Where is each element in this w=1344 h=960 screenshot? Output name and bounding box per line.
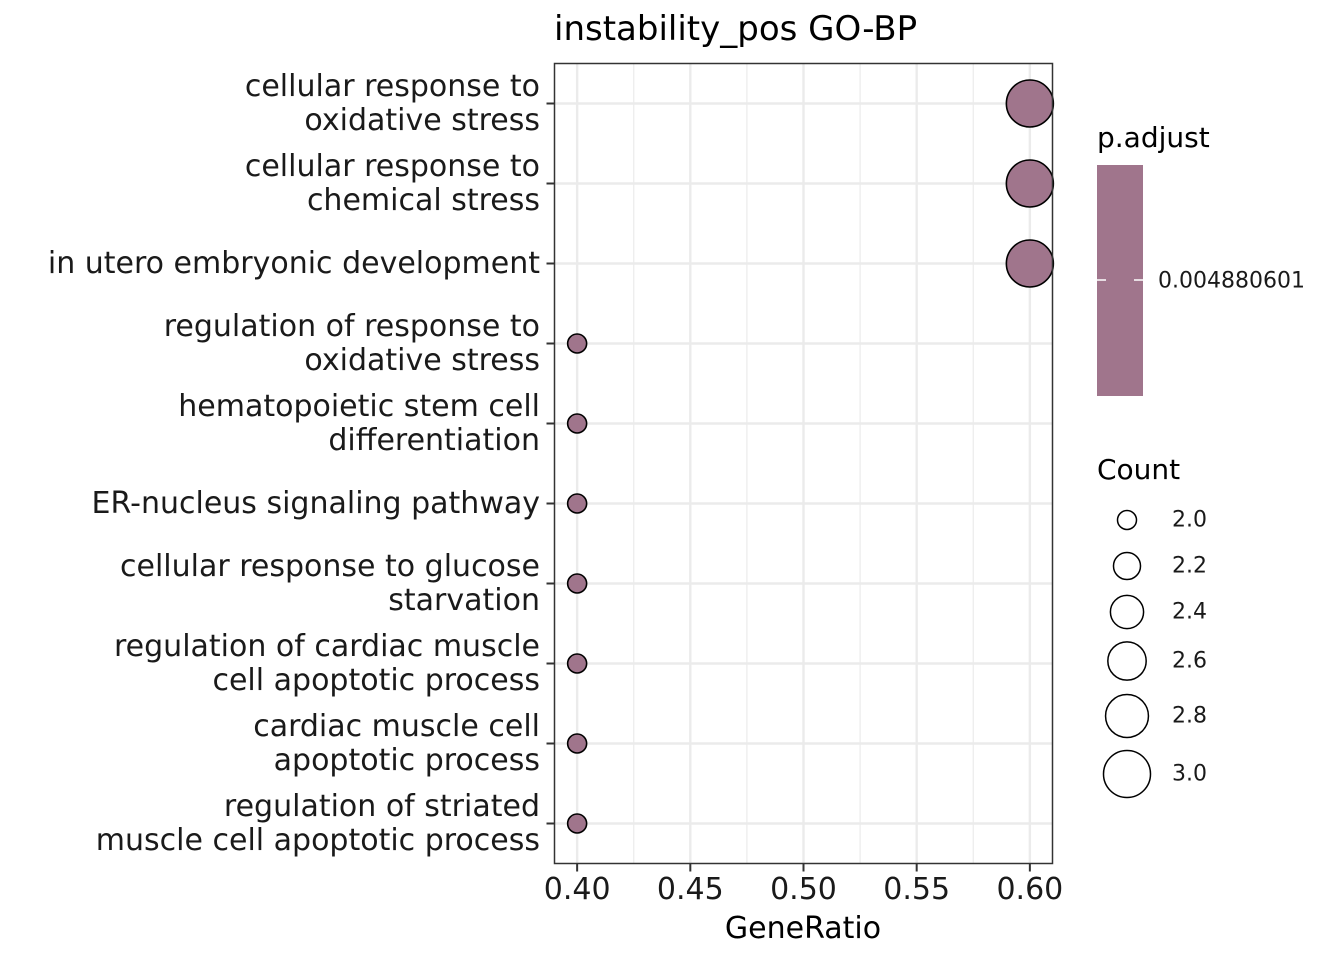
y-tick-label: muscle cell apoptotic process — [96, 823, 540, 858]
size-legend-key — [1116, 509, 1138, 531]
y-tick-label: cellular response to — [245, 69, 540, 104]
size-legend-title: Count — [1097, 453, 1180, 486]
data-point — [566, 413, 588, 434]
grid-lines — [554, 63, 1053, 864]
data-point — [566, 733, 588, 754]
y-tick-label: regulation of response to — [164, 309, 540, 344]
size-legend-key — [1107, 641, 1147, 681]
y-tick-label: cell apoptotic process — [212, 663, 540, 698]
x-tick-label: 0.60 — [996, 872, 1063, 907]
color-legend-title: p.adjust — [1097, 121, 1210, 154]
x-tick-label: 0.55 — [883, 872, 950, 907]
x-tick-label: 0.45 — [657, 872, 724, 907]
y-tick-label: differentiation — [328, 423, 540, 458]
size-legend-key — [1109, 594, 1145, 630]
y-tick-label: in utero embryonic development — [48, 246, 540, 281]
color-legend: p.adjust 0.004880601 — [1097, 121, 1305, 396]
data-point — [1005, 239, 1055, 288]
y-tick-label: ER-nucleus signaling pathway — [92, 486, 540, 521]
x-axis: 0.40 0.45 0.50 0.55 0.60 — [544, 863, 1063, 907]
data-point — [566, 573, 588, 594]
colorbar-label: 0.004880601 — [1158, 269, 1305, 294]
size-legend: Count 2.0 2.2 2.4 2.6 2.8 3.0 — [1097, 453, 1207, 799]
size-legend-label: 2.8 — [1172, 704, 1207, 729]
data-point — [566, 493, 588, 514]
y-tick-label: regulation of cardiac muscle — [114, 629, 540, 664]
y-tick-label: cellular response to glucose — [120, 549, 540, 584]
size-legend-label: 2.6 — [1172, 649, 1207, 674]
y-tick-label: oxidative stress — [304, 343, 540, 378]
y-tick-label: apoptotic process — [274, 743, 540, 778]
data-point — [1005, 159, 1055, 208]
size-legend-label: 2.4 — [1172, 600, 1207, 625]
data-point — [566, 653, 588, 674]
y-tick-label: hematopoietic stem cell — [178, 389, 540, 424]
y-tick-label: oxidative stress — [304, 103, 540, 138]
x-tick-label: 0.50 — [770, 872, 837, 907]
x-axis-label: GeneRatio — [725, 911, 881, 946]
data-point — [566, 333, 588, 354]
y-tick-label: starvation — [388, 583, 540, 618]
y-tick-label: chemical stress — [307, 183, 540, 218]
size-legend-key — [1102, 749, 1152, 799]
data-points — [566, 79, 1055, 834]
y-tick-label: regulation of striated — [224, 789, 540, 824]
size-legend-label: 3.0 — [1172, 762, 1207, 787]
data-point — [566, 813, 588, 834]
y-tick-label: cardiac muscle cell — [253, 709, 540, 744]
size-legend-key — [1112, 551, 1142, 581]
y-tick-label: cellular response to — [245, 149, 540, 184]
chart-title: instability_pos GO-BP — [554, 9, 917, 49]
size-legend-label: 2.2 — [1172, 554, 1207, 579]
size-legend-label: 2.0 — [1172, 508, 1207, 533]
x-tick-label: 0.40 — [544, 872, 611, 907]
size-legend-key — [1104, 693, 1150, 739]
data-point — [1005, 79, 1055, 128]
